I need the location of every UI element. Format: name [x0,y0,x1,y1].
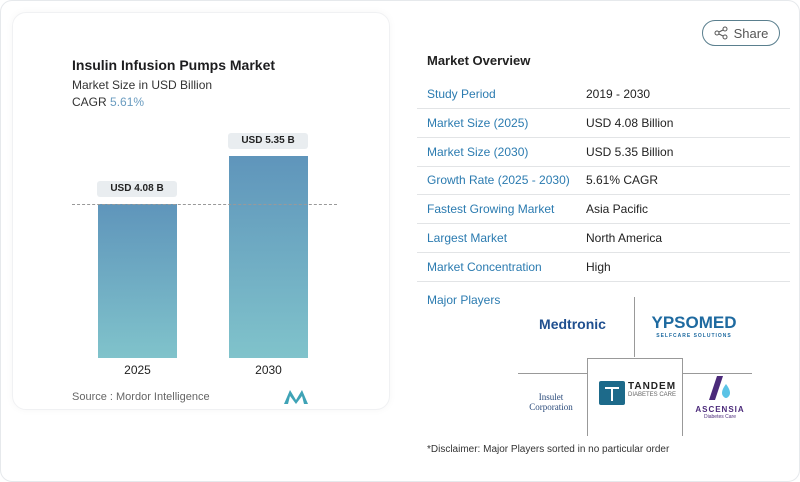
x-tick-label: 2030 [255,363,282,377]
ypsomed-name: YPSOMED [651,313,737,332]
row-value: High [586,259,611,274]
overview-row: Fastest Growing Market Asia Pacific [417,195,790,225]
row-key: Largest Market [427,231,508,245]
mordor-logo-icon [284,390,308,404]
tandem-icon [599,381,625,405]
ascensia-tag: Diabetes Care [704,414,736,420]
tandem-tag: DIABETES CARE [628,392,677,398]
tandem-logo: TANDEM DIABETES CARE [628,381,676,398]
disclaimer: *Disclaimer: Major Players sorted in no … [427,444,670,455]
reference-line [72,204,337,205]
share-label: Share [733,25,769,41]
divider [634,297,635,357]
bar-2030 [229,156,308,358]
tandem-name: TANDEM [628,381,677,392]
divider [518,373,588,374]
row-value: USD 4.08 Billion [586,115,674,130]
row-key: Market Concentration [427,259,542,274]
insulet-logo: Insulet Corporation [529,392,573,412]
overview-row: Study Period 2019 - 2030 [417,80,790,109]
row-key: Market Size (2025) [427,115,529,130]
data-label: USD 5.35 B [228,133,308,149]
ascensia-icon [709,376,730,400]
chart-title: Insulin Infusion Pumps Market [72,57,276,73]
ypsomed-tag: SELFCARE SOLUTIONS [656,333,732,339]
row-value: 5.61% CAGR [586,173,659,188]
row-value: Asia Pacific [586,202,649,217]
major-players-label: Major Players [427,293,501,307]
ascensia-name: ASCENSIA [695,405,745,414]
overview-row: Largest Market North America [417,224,790,253]
data-label: USD 4.08 B [97,180,177,197]
row-value: USD 5.35 Billion [586,144,674,159]
row-key: Study Period [427,87,496,101]
row-value: 2019 - 2030 [586,87,651,101]
chart-subtitle: Market Size in USD Billion [72,78,213,92]
ascensia-logo: ASCENSIA Diabetes Care [690,376,750,420]
bar-2025 [98,203,177,358]
source: Source : Mordor Intelligence [72,391,210,403]
share-button[interactable]: Share [702,20,780,46]
share-icon [714,26,728,40]
cagr-value: 5.61% [110,95,145,109]
row-key: Market Size (2030) [427,144,529,159]
overview-row: Market Concentration High [417,253,790,282]
tandem-frame [587,358,683,436]
overview-row: Market Size (2030) USD 5.35 Billion [417,138,790,167]
overview-title: Market Overview [427,53,531,68]
row-key: Growth Rate (2025 - 2030) [427,173,570,188]
ypsomed-logo: YPSOMED SELFCARE SOLUTIONS [648,313,740,339]
chart-card [12,12,390,410]
row-value: North America [586,231,663,245]
divider [682,373,752,374]
cagr: CAGR 5.61% [72,95,144,109]
overview-row: Market Size (2025) USD 4.08 Billion [417,109,790,138]
medtronic-logo: Medtronic [539,316,606,332]
row-key: Fastest Growing Market [427,202,555,217]
x-tick-label: 2025 [124,363,151,377]
overview-row: Growth Rate (2025 - 2030) 5.61% CAGR [417,166,790,196]
cagr-label: CAGR [72,95,107,109]
